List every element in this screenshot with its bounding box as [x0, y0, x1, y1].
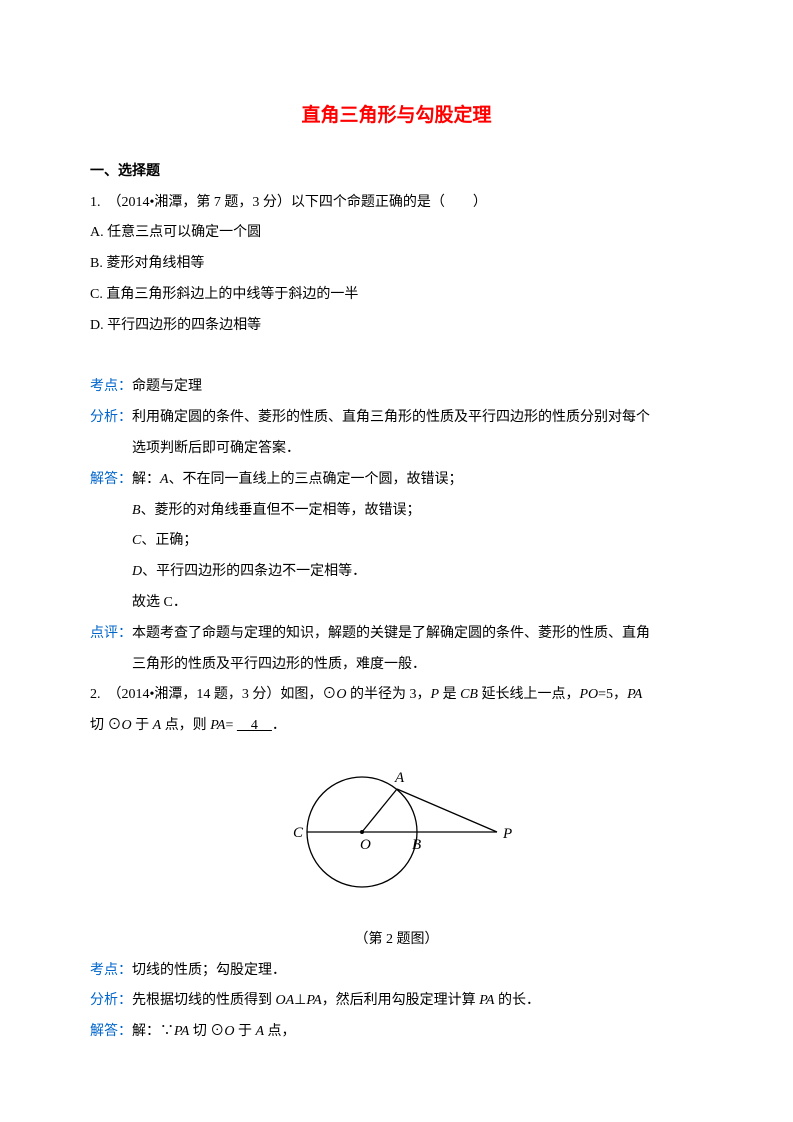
q2-O1: O — [336, 687, 346, 702]
q2-s5: =5， — [598, 687, 627, 702]
q1-fenxi-line2: 选项判断后即可确定答案． — [90, 434, 703, 465]
q1-stem: 1. （2014•湘潭，第 7 题，3 分）以下四个命题正确的是（ ） — [90, 188, 703, 219]
q2-PA1: PA — [627, 687, 642, 702]
q2-l2-s1: 切 ⊙ — [90, 718, 122, 733]
q2-jieda-p2: 切 ⊙ — [189, 1024, 224, 1039]
q2-s2: 的半径为 3， — [347, 687, 431, 702]
q2-jieda: 解答：解：∵PA 切 ⊙O 于 A 点， — [90, 1017, 703, 1048]
q1-option-b: B. 菱形对角线相等 — [90, 249, 703, 280]
q2-jieda-p1: 解：∵ — [132, 1024, 174, 1039]
q2-s1: 2. （2014•湘潭，14 题，3 分）如图，⊙ — [90, 687, 336, 702]
spacer — [90, 342, 703, 373]
q2-fenxi: 分析：先根据切线的性质得到 OA⊥PA，然后利用勾股定理计算 PA 的长． — [90, 986, 703, 1017]
jieda-rest-a: 、不在同一直线上的三点确定一个圆，故错误； — [169, 472, 463, 487]
section-header: 一、选择题 — [90, 157, 703, 188]
q2-l2-s5: ． — [272, 718, 286, 733]
q1-fenxi-line1: 分析：利用确定圆的条件、菱形的性质、直角三角形的性质及平行四边形的性质分别对每个 — [90, 403, 703, 434]
svg-text:C: C — [293, 825, 304, 841]
kaodian-text: 命题与定理 — [132, 379, 202, 394]
q2-answer: 4 — [237, 718, 272, 733]
q2-figure: A C O B P — [90, 752, 703, 915]
q2-l2-s2: 于 — [132, 718, 153, 733]
q2-jieda-p4: 点， — [264, 1024, 296, 1039]
jieda-it-d: D — [132, 564, 142, 579]
jieda-rest-d: 、平行四边形的四条边不一定相等． — [142, 564, 366, 579]
q1-jieda-d: D、平行四边形的四条边不一定相等． — [90, 557, 703, 588]
q1-jieda-c: C、正确； — [90, 526, 703, 557]
q2-fenxi-p3: ，然后利用勾股定理计算 — [322, 993, 480, 1008]
q1-dianping-line2: 三角形的性质及平行四边形的性质，难度一般． — [90, 650, 703, 681]
q1-kaodian: 考点：命题与定理 — [90, 372, 703, 403]
fenxi-text1: 利用确定圆的条件、菱形的性质、直角三角形的性质及平行四边形的性质分别对每个 — [132, 410, 650, 425]
q2-CB: CB — [460, 687, 478, 702]
jieda-it-c: C — [132, 533, 141, 548]
q2-P1: P — [431, 687, 440, 702]
jieda-it-b: B — [132, 503, 141, 518]
q1-jieda-final: 故选 C． — [90, 588, 703, 619]
q1-option-d: D. 平行四边形的四条边相等 — [90, 311, 703, 342]
q2-fenxi-PA2: PA — [479, 993, 494, 1008]
q2-l2-A: A — [153, 718, 162, 733]
q2-l2-s4: = — [226, 718, 237, 733]
q2-PO: PO — [579, 687, 598, 702]
q1-option-c: C. 直角三角形斜边上的中线等于斜边的一半 — [90, 280, 703, 311]
q2-jieda-label: 解答： — [90, 1024, 132, 1039]
q2-s4: 延长线上一点， — [478, 687, 580, 702]
fenxi-label: 分析： — [90, 410, 132, 425]
svg-text:O: O — [360, 837, 371, 853]
q2-fenxi-p1: 先根据切线的性质得到 — [132, 993, 276, 1008]
svg-text:A: A — [394, 770, 405, 786]
q2-stem-line2: 切 ⊙O 于 A 点，则 PA= 4 ． — [90, 711, 703, 742]
q2-s3: 是 — [439, 687, 460, 702]
jieda-label: 解答： — [90, 472, 132, 487]
q1-jieda-b: B、菱形的对角线垂直但不一定相等，故错误； — [90, 496, 703, 527]
dianping-text1: 本题考查了命题与定理的知识，解题的关键是了解确定圆的条件、菱形的性质、直角 — [132, 626, 650, 641]
q2-fenxi-p2: ⊥ — [294, 993, 306, 1008]
circle-diagram: A C O B P — [267, 752, 527, 902]
jieda-prefix: 解： — [132, 472, 160, 487]
kaodian-label: 考点： — [90, 379, 132, 394]
dianping-label: 点评： — [90, 626, 132, 641]
jieda-it-a: A — [160, 472, 169, 487]
q2-fenxi-OA: OA — [276, 993, 295, 1008]
q2-jieda-O: O — [224, 1024, 234, 1039]
q2-stem-line1: 2. （2014•湘潭，14 题，3 分）如图，⊙O 的半径为 3，P 是 CB… — [90, 680, 703, 711]
q2-kaodian-text: 切线的性质；勾股定理． — [132, 963, 286, 978]
q2-caption: （第 2 题图） — [90, 925, 703, 956]
q2-l2-s3: 点，则 — [161, 718, 210, 733]
q2-fenxi-label: 分析： — [90, 993, 132, 1008]
jieda-rest-b: 、菱形的对角线垂直但不一定相等，故错误； — [141, 503, 421, 518]
q2-kaodian-label: 考点： — [90, 963, 132, 978]
q2-l2-O: O — [122, 718, 132, 733]
q2-fenxi-p4: 的长． — [495, 993, 541, 1008]
q1-jieda-a: 解答：解：A、不在同一直线上的三点确定一个圆，故错误； — [90, 465, 703, 496]
document-title: 直角三角形与勾股定理 — [90, 95, 703, 137]
jieda-rest-c: 、正确； — [141, 533, 197, 548]
q2-jieda-PA: PA — [174, 1024, 189, 1039]
q1-dianping-line1: 点评：本题考查了命题与定理的知识，解题的关键是了解确定圆的条件、菱形的性质、直角 — [90, 619, 703, 650]
q2-jieda-p3: 于 — [234, 1024, 255, 1039]
q2-fenxi-PA1: PA — [306, 993, 321, 1008]
q2-jieda-A: A — [255, 1024, 264, 1039]
q1-option-a: A. 任意三点可以确定一个圆 — [90, 218, 703, 249]
svg-text:P: P — [502, 826, 512, 842]
q2-l2-PA: PA — [210, 718, 225, 733]
svg-text:B: B — [412, 837, 421, 853]
q2-kaodian: 考点：切线的性质；勾股定理． — [90, 956, 703, 987]
